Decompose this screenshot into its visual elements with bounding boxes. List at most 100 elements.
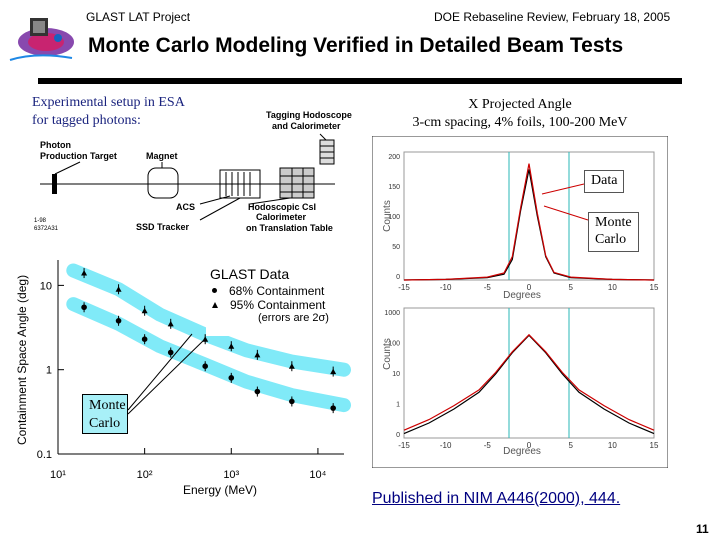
point-95 (167, 320, 174, 327)
hist1-x-tick-label: 15 (650, 283, 659, 292)
point-95 (330, 368, 337, 375)
label-monte-carlo-left-2: Carlo (89, 416, 121, 431)
page-title: Monte Carlo Modeling Verified in Detaile… (88, 34, 624, 57)
label-tagging-2: and Calorimeter (272, 121, 341, 131)
hist1-x-tick-label: 5 (568, 283, 573, 292)
point-95 (288, 363, 295, 369)
containment-chart: 10¹ 10² 10³ 10⁴ 10 1 0.1 Containment Space Ang… (10, 250, 370, 500)
page-number: 11 (696, 522, 709, 536)
legend-title: GLAST Data (210, 266, 290, 282)
hist2-y-tick-label: 1000 (384, 310, 400, 317)
hist1-ylabel: Counts (382, 200, 393, 232)
hist1-xlabel: Degrees (503, 290, 541, 301)
publication-link[interactable]: Published in NIM A446(2000), 444. (372, 490, 621, 507)
legend-errors: (errors are 2σ) (258, 312, 329, 324)
legend-68-label: 68% Containment (229, 284, 325, 298)
point-95 (228, 343, 235, 349)
hist1-y-tick-label: 100 (388, 214, 400, 221)
hist2-x-tick-label: 0 (527, 441, 532, 450)
point-95 (115, 286, 122, 292)
setup-caption: Experimental setup in ESA for tagged pho… (32, 94, 185, 130)
label-magnet: Magnet (146, 151, 178, 161)
hist1-y-tick-label: 150 (388, 184, 400, 191)
label-data: Data (584, 170, 625, 193)
cont-xlabel: Energy (MeV) (183, 483, 257, 497)
point-68 (81, 304, 87, 311)
hist2-y-tick-label: 1 (396, 402, 400, 409)
hist2-y-tick-label: 10 (392, 371, 400, 378)
setup-caption-line-2: for tagged photons: (32, 113, 141, 128)
hist2-ylabel: Counts (382, 338, 393, 370)
hist2-x-tick-label: 5 (568, 441, 573, 450)
point-68 (141, 336, 148, 342)
label-photon-1: Photon (40, 140, 71, 150)
label-translation: on Translation Table (246, 223, 333, 233)
hist2-x-tick-label: -15 (398, 441, 410, 450)
hist2-x-tick-label: -10 (440, 441, 452, 450)
cont-y-tick-label: 1 (46, 365, 52, 377)
label-monte-carlo-right-2: Carlo (595, 231, 627, 247)
hist1-y-tick-label: 0 (396, 274, 400, 281)
hist1-x-tick-label: -10 (440, 283, 452, 292)
histogram-linear: -15 -10 -5 0 5 10 15 200 150 100 50 0 (388, 151, 659, 292)
cont-y-tick-label: 10 (40, 280, 52, 292)
point-68 (202, 363, 208, 370)
label-monte-carlo-right-1: Monte (595, 215, 632, 230)
label-acs: ACS (176, 202, 195, 212)
header-review: DOE Rebaseline Review, February 18, 2005 (434, 10, 671, 24)
cont-x-tick-label: 10¹ (50, 469, 66, 481)
label-ssd: SSD Tracker (136, 222, 190, 232)
hist1-x-tick-label: -15 (398, 283, 410, 292)
glast-logo (6, 12, 78, 66)
hist1-x-tick-label: 10 (608, 283, 617, 292)
hist1-x-tick-label: -5 (484, 283, 492, 292)
header-project: GLAST LAT Project (86, 10, 191, 24)
point-95 (81, 270, 88, 276)
mc-leader-lines (127, 333, 207, 415)
beam-setup-drawing: Tagging Hodoscope and Calorimeter Photon… (34, 110, 352, 233)
hist2-y-tick-label: 0 (396, 432, 400, 439)
proj-caption-line-2: 3-cm spacing, 4% foils, 100-200 MeV (412, 115, 628, 130)
label-monte-carlo-right: Monte Carlo (588, 212, 639, 252)
label-monte-carlo-left-1: Monte (89, 398, 126, 413)
cont-x-tick-label: 10² (137, 469, 153, 481)
point-68 (228, 375, 235, 381)
legend-95-marker (212, 302, 218, 308)
point-68 (167, 349, 174, 356)
hist1-y-tick-label: 200 (388, 154, 400, 161)
legend-95: 95% Containment (210, 298, 364, 312)
hist1-y-tick-label: 50 (392, 244, 400, 251)
hist1-frame (403, 151, 655, 281)
hist2-xlabel: Degrees (503, 446, 541, 457)
label-hodoscopic-2: Calorimeter (256, 212, 307, 222)
point-68 (289, 398, 295, 405)
containment-plot: 10¹ 10² 10³ 10⁴ 10 1 0.1 Containment Space Ang… (15, 260, 351, 497)
legend-95-label: 95% Containment (230, 298, 326, 312)
hist2-x-tick-label: 10 (608, 441, 617, 450)
proj-caption-line-1: X Projected Angle (468, 97, 572, 112)
hist2-y-tick-label: 100 (388, 341, 400, 348)
point-95 (141, 307, 148, 314)
hist1-x-tick-label: 0 (527, 283, 532, 292)
proj-caption: X Projected Angle 3-cm spacing, 4% foils… (388, 96, 652, 132)
cont-ylabel: Containment Space Angle (deg) (15, 275, 29, 445)
title-rule (38, 78, 682, 84)
hist2-frame (403, 307, 655, 439)
legend-68: 68% Containment (210, 284, 364, 298)
point-68 (115, 318, 122, 324)
label-monte-carlo-left: Monte Carlo (82, 394, 128, 434)
hist2-series-1 (403, 333, 655, 431)
hist1-series-1 (403, 163, 655, 281)
cont-y-tick-label: 0.1 (37, 449, 52, 461)
label-tagging-1: Tagging Hodoscope (266, 110, 352, 120)
label-code-1: 1-98 (34, 218, 47, 224)
label-photon-2: Production Target (40, 151, 117, 161)
hist2-x-tick-label: 15 (650, 441, 659, 450)
cont-x-tick-label: 10⁴ (309, 469, 326, 481)
label-hodoscopic-1: Hodoscopic CsI (248, 202, 316, 212)
point-68 (330, 405, 336, 411)
setup-caption-line-1: Experimental setup in ESA (32, 95, 185, 110)
label-code-2: 6372A31 (34, 226, 59, 232)
cont-x-tick-label: 10³ (223, 469, 239, 481)
